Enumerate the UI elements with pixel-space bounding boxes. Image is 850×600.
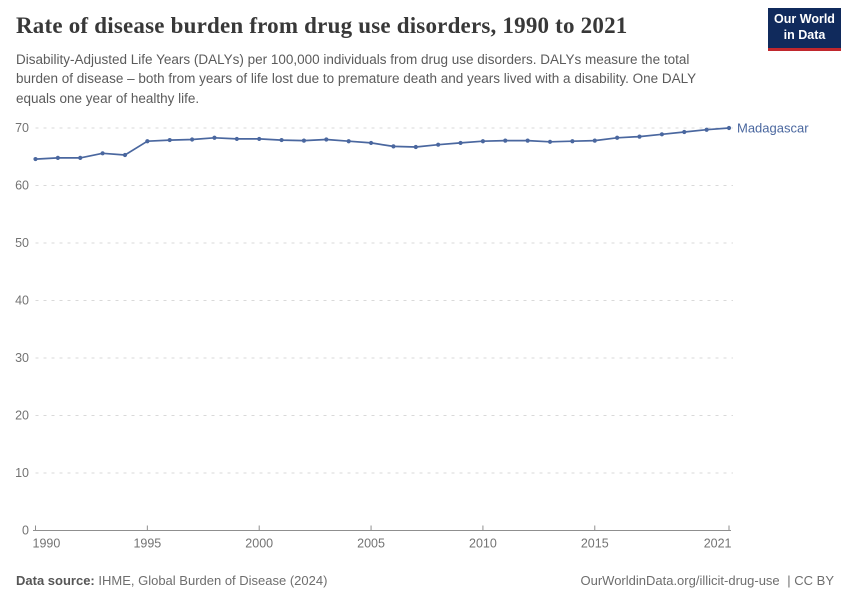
data-point-2019[interactable] bbox=[682, 129, 687, 135]
data-source-value: IHME, Global Burden of Disease (2024) bbox=[98, 573, 328, 588]
data-point-2013[interactable] bbox=[547, 139, 553, 144]
data-point-2002[interactable] bbox=[301, 138, 307, 143]
data-point-1999[interactable] bbox=[234, 136, 239, 142]
footer-link[interactable]: OurWorldinData.org/illicit-drug-use bbox=[580, 573, 780, 588]
y-tick-label: 70 bbox=[15, 121, 29, 135]
data-point-2007[interactable] bbox=[413, 144, 418, 150]
y-tick-label: 10 bbox=[15, 466, 29, 480]
logo-line-2: in Data bbox=[783, 28, 826, 42]
logo-line-1: Our World bbox=[774, 12, 835, 27]
y-tick-label: 50 bbox=[15, 236, 29, 250]
data-point-2006[interactable] bbox=[391, 144, 396, 149]
y-tick-label: 40 bbox=[15, 294, 29, 308]
data-point-1996[interactable] bbox=[167, 137, 172, 143]
entity-label-madagascar[interactable]: Madagascar bbox=[737, 121, 809, 136]
chart-subtitle: Disability-Adjusted Life Years (DALYs) p… bbox=[16, 52, 696, 106]
owid-logo: Our World in Data bbox=[768, 8, 841, 51]
x-axis-labels: 1990 1995 2000 2005 2010 2015 2021 bbox=[33, 537, 732, 551]
data-point-2005[interactable] bbox=[368, 140, 374, 146]
data-point-2020[interactable] bbox=[704, 127, 709, 132]
data-point-2012[interactable] bbox=[525, 138, 530, 143]
y-tick-label: 30 bbox=[15, 351, 29, 365]
x-tick-label: 1990 bbox=[33, 537, 61, 551]
y-axis-labels: 0 10 20 30 40 50 60 70 bbox=[15, 121, 29, 538]
data-point-1992[interactable] bbox=[78, 155, 83, 160]
data-source: Data source: IHME, Global Burden of Dise… bbox=[16, 573, 327, 588]
x-tick-label: 2010 bbox=[469, 537, 497, 551]
data-point-2015[interactable] bbox=[592, 138, 597, 143]
data-point-2008[interactable] bbox=[436, 142, 441, 147]
series-madagascar[interactable] bbox=[33, 125, 732, 162]
data-point-1997[interactable] bbox=[189, 137, 195, 142]
data-point-2016[interactable] bbox=[615, 135, 620, 140]
credit: OurWorldinData.org/illicit-drug-use | CC… bbox=[580, 573, 834, 588]
x-tick-label: 2000 bbox=[245, 537, 273, 551]
x-tick-label: 2015 bbox=[581, 537, 609, 551]
x-tick-label: 2021 bbox=[704, 537, 732, 551]
madagascar-line[interactable] bbox=[34, 127, 730, 160]
gridlines bbox=[35, 127, 733, 474]
y-tick-label: 60 bbox=[15, 179, 29, 193]
y-tick-label: 20 bbox=[15, 409, 29, 423]
data-point-2009[interactable] bbox=[458, 140, 463, 146]
data-point-1993[interactable] bbox=[100, 151, 105, 156]
data-point-1994[interactable] bbox=[122, 152, 128, 158]
x-tick-label: 2005 bbox=[357, 537, 385, 551]
x-tick-label: 1995 bbox=[133, 537, 161, 551]
license-label: | CC BY bbox=[787, 573, 834, 588]
data-point-1998[interactable] bbox=[212, 135, 217, 140]
data-point-2004[interactable] bbox=[346, 139, 351, 144]
x-axis bbox=[33, 525, 731, 531]
y-tick-label: 0 bbox=[22, 524, 29, 538]
chart-footer: Data source: IHME, Global Burden of Dise… bbox=[16, 573, 834, 588]
data-point-2010[interactable] bbox=[480, 139, 486, 144]
line-chart: 0 10 20 30 40 50 60 70 1990 1995 2000 2005 2010 2015 2… bbox=[15, 121, 809, 551]
data-point-2001[interactable] bbox=[279, 137, 284, 143]
data-point-2021[interactable] bbox=[726, 125, 732, 131]
data-source-label: Data source: bbox=[16, 573, 95, 588]
data-point-2014[interactable] bbox=[570, 139, 575, 144]
data-point-2018[interactable] bbox=[659, 132, 664, 137]
data-point-1995[interactable] bbox=[145, 139, 150, 144]
data-point-2000[interactable] bbox=[257, 136, 262, 142]
data-point-2003[interactable] bbox=[324, 137, 329, 142]
data-point-2011[interactable] bbox=[503, 138, 508, 143]
data-point-1991[interactable] bbox=[55, 155, 60, 160]
chart-title: Rate of disease burden from drug use dis… bbox=[16, 13, 628, 38]
data-point-2017[interactable] bbox=[637, 134, 642, 139]
data-point-1990[interactable] bbox=[33, 156, 38, 162]
